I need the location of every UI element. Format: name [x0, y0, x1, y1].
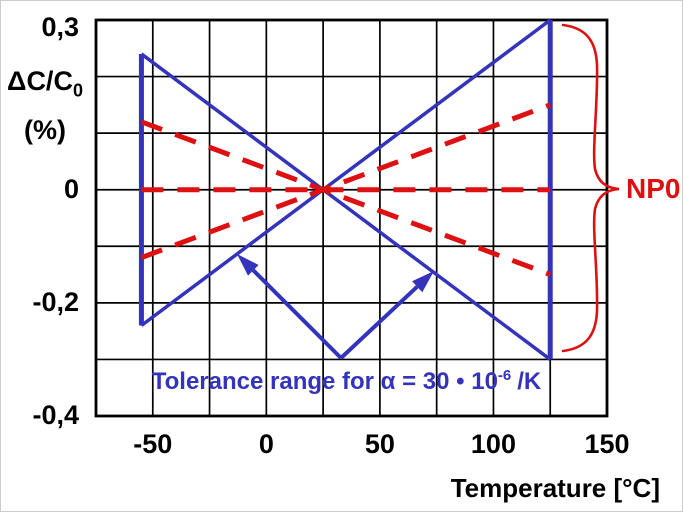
np0-example-positive [140, 102, 552, 260]
y-tick-label: -0,4 [32, 400, 79, 430]
tolerance-lower-edge [140, 52, 552, 361]
tolerance-annotation-exponent: -6 [497, 367, 512, 384]
arrow-shaft-right [339, 285, 419, 360]
x-tick-label: 0 [258, 429, 274, 459]
x-tick-label: 100 [470, 429, 516, 459]
x-tick-label: 50 [364, 429, 395, 459]
y-axis-subscript: 0 [72, 80, 83, 101]
y-tick-label: 0 [63, 173, 79, 204]
tolerance-annotation-unit: /K [517, 368, 542, 395]
arrow-shaft-left [251, 268, 343, 360]
plot-border [94, 18, 609, 418]
x-axis-title: Temperature [°C] [450, 473, 660, 503]
data-series [138, 18, 553, 361]
arrow-head-right [412, 271, 434, 293]
y-tick-label: -0,2 [32, 286, 79, 317]
np0-label: NP0 [626, 173, 681, 204]
np0-example-negative [140, 119, 552, 277]
x-tick-label: -50 [133, 429, 173, 459]
tolerance-annotation-text: Tolerance range for α = 30 • 10 [151, 368, 498, 395]
y-axis-title-symbol: ΔC/C0 [7, 66, 83, 101]
x-tick-label: 150 [584, 429, 630, 459]
arrow-head-left [237, 254, 259, 276]
tolerance-upper-edge [140, 18, 552, 327]
tolerance-range-annotation: Tolerance range for α = 30 • 10-6/K [144, 367, 549, 396]
y-axis-title: ΔC/C0 (%) [1, 61, 89, 150]
np0-brace [561, 23, 620, 353]
y-tick-label: 0,3 [41, 12, 79, 42]
y-axis-title-unit: (%) [24, 115, 66, 146]
tolerance-arrows [237, 254, 434, 360]
